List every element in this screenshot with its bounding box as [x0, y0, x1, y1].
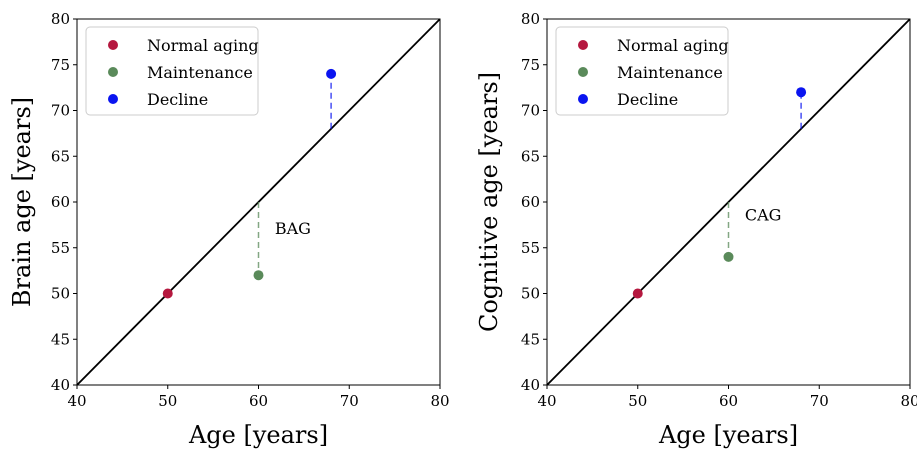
- x-tick-label: 80: [900, 392, 917, 410]
- x-tick-label: 50: [158, 392, 177, 410]
- y-axis-label: Brain age [years]: [8, 97, 36, 307]
- y-tick-label: 80: [51, 10, 70, 28]
- data-point-maintenance: [253, 270, 264, 281]
- data-point-decline: [796, 87, 807, 98]
- legend: Normal aging Maintenance Decline: [85, 26, 259, 116]
- y-tick-label: 80: [521, 10, 540, 28]
- legend-marker: [578, 94, 588, 104]
- y-tick-label: 55: [51, 239, 70, 257]
- y-tick-label: 75: [51, 56, 70, 74]
- y-axis-label: Cognitive age [years]: [475, 72, 503, 332]
- x-tick-label: 40: [537, 392, 556, 410]
- legend-marker: [108, 40, 118, 50]
- y-tick-label: 70: [521, 102, 540, 120]
- legend-label: Normal aging: [147, 36, 259, 55]
- x-tick-label: 70: [810, 392, 829, 410]
- y-tick-label: 45: [51, 330, 70, 348]
- chart-panel-2: 40 50 60 70 80 40 45 50 55 60 65 70 75 80 Age [years] C…: [475, 10, 917, 449]
- x-tick-label: 70: [340, 392, 359, 410]
- y-tick-label: 50: [521, 285, 540, 303]
- legend-label: Maintenance: [617, 63, 723, 82]
- chart-panel-1: 40 50 60 70 80 40 45 50 55 60 65 70 75 80 Age [years] B…: [8, 10, 450, 449]
- y-tick-label: 65: [51, 147, 70, 165]
- legend-label: Decline: [617, 90, 678, 109]
- data-point-normal-aging: [162, 288, 173, 299]
- y-tick-label: 60: [521, 193, 540, 211]
- legend-label: Normal aging: [617, 36, 729, 55]
- x-tick-label: 40: [67, 392, 86, 410]
- gap-annotation: CAG: [745, 205, 782, 224]
- legend-marker: [578, 67, 588, 77]
- y-tick-label: 60: [51, 193, 70, 211]
- legend-box: [555, 26, 729, 116]
- y-tick-label: 75: [521, 56, 540, 74]
- legend-marker: [108, 67, 118, 77]
- legend-marker: [578, 40, 588, 50]
- y-tick-label: 70: [51, 102, 70, 120]
- y-tick-label: 40: [521, 376, 540, 394]
- y-tick-label: 45: [521, 330, 540, 348]
- legend-box: [85, 26, 259, 116]
- gap-annotation: BAG: [275, 219, 311, 238]
- x-tick-label: 50: [628, 392, 647, 410]
- legend-marker: [108, 94, 118, 104]
- data-point-normal-aging: [632, 288, 643, 299]
- legend-label: Decline: [147, 90, 208, 109]
- x-axis-label: Age [years]: [188, 421, 328, 449]
- data-point-maintenance: [723, 251, 734, 262]
- x-tick-label: 60: [249, 392, 268, 410]
- x-axis-label: Age [years]: [658, 421, 798, 449]
- x-tick-label: 80: [430, 392, 449, 410]
- x-tick-label: 60: [719, 392, 738, 410]
- legend: Normal aging Maintenance Decline: [555, 26, 729, 116]
- data-point-decline: [326, 68, 337, 79]
- y-tick-label: 50: [51, 285, 70, 303]
- y-tick-label: 55: [521, 239, 540, 257]
- legend-label: Maintenance: [147, 63, 253, 82]
- y-tick-label: 40: [51, 376, 70, 394]
- y-tick-label: 65: [521, 147, 540, 165]
